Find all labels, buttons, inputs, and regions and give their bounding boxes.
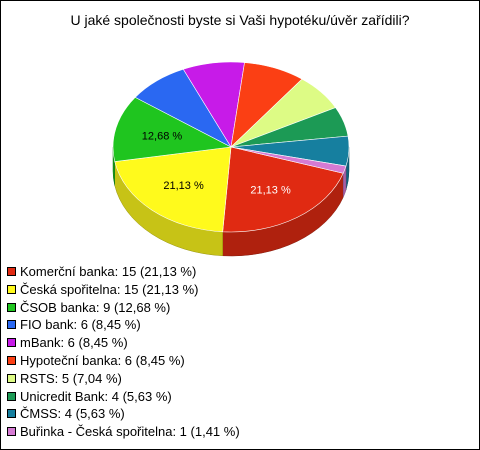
legend-label: FIO bank: 6 (8,45 %) [20, 317, 141, 333]
legend-swatch-csob-banka [7, 302, 16, 312]
legend-label: Buřinka - Česká spořitelna: 1 (1,41 %) [20, 424, 240, 440]
data-label-ceska-sporitelna: 21,13 % [163, 180, 204, 192]
legend-swatch-komercni-banka [7, 267, 16, 276]
legend-label: ČSOB banka: 9 (12,68 %) [20, 299, 171, 315]
legend-item: RSTS: 5 (7,04 %) [7, 370, 240, 388]
legend-label: RSTS: 5 (7,04 %) [20, 370, 122, 386]
legend-item: Česká spořitelna: 15 (21,13 %) [7, 281, 240, 299]
legend-label: ČMSS: 4 (5,63 %) [20, 406, 125, 422]
pie-slice-komercni-banka [222, 146, 344, 233]
data-label-csob-banka: 12,68 % [142, 131, 183, 143]
legend-item: ČMSS: 4 (5,63 %) [7, 405, 240, 423]
legend-swatch-rsts [7, 373, 16, 383]
legend-label: mBank: 6 (8,45 %) [20, 335, 128, 351]
legend-label: Unicredit Bank: 4 (5,63 %) [20, 388, 172, 404]
legend-swatch-cmss [7, 409, 16, 419]
legend-swatch-ceska-sporitelna [7, 284, 16, 294]
legend-swatch-hypotecni-banka [7, 355, 16, 365]
legend-item: Hypoteční banka: 6 (8,45 %) [7, 352, 240, 370]
legend-swatch-fio-bank [7, 320, 16, 330]
pie-chart: 21,13 % 21,13 % 12,68 % [112, 61, 350, 257]
legend-label: Hypoteční banka: 6 (8,45 %) [20, 352, 185, 368]
legend-item: Unicredit Bank: 4 (5,63 %) [7, 388, 240, 406]
legend-item: Buřinka - Česká spořitelna: 1 (1,41 %) [7, 423, 240, 441]
legend-label: Komerční banka: 15 (21,13 %) [20, 264, 197, 279]
legend: Komerční banka: 15 (21,13 %) Česká spořit… [7, 263, 240, 441]
legend-item: ČSOB banka: 9 (12,68 %) [7, 299, 240, 317]
legend-item: Komerční banka: 15 (21,13 %) [7, 263, 240, 281]
legend-swatch-burinka-ceska-sporitelna [7, 427, 16, 437]
pie-slice-csob-banka [112, 96, 232, 162]
legend-swatch-unicredit-bank [7, 391, 16, 401]
legend-item: mBank: 6 (8,45 %) [7, 334, 240, 352]
pie-slice-ceska-sporitelna [114, 146, 232, 233]
data-label-komercni-banka: 21,13 % [250, 184, 291, 196]
pie-tops [112, 61, 350, 233]
chart-title: U jaké společnosti byste si Vaši hypoték… [70, 12, 410, 28]
pie-slice-burinka-ceska-sporitelna [230, 146, 347, 174]
legend-item: FIO bank: 6 (8,45 %) [7, 316, 240, 334]
pie-labels: 21,13 % 21,13 % 12,68 % [142, 131, 291, 197]
legend-label: Česká spořitelna: 15 (21,13 %) [20, 281, 199, 297]
legend-swatch-mbank [7, 338, 16, 348]
